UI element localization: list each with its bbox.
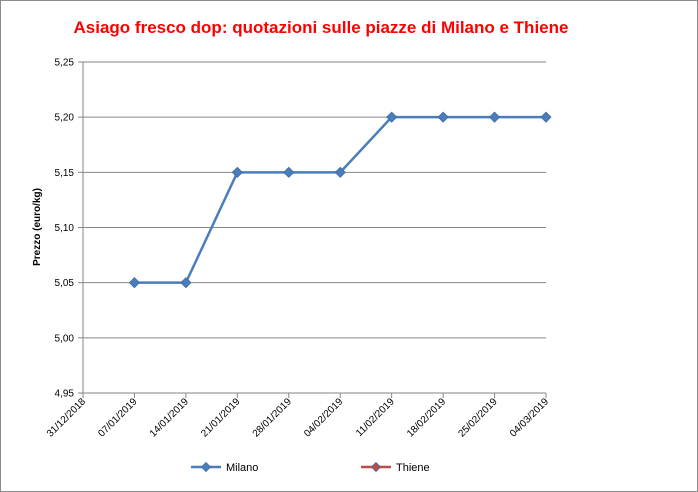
y-axis-ticks: 4,95 5,00 5,05 5,10 5,15 5,20 5,25 xyxy=(55,58,83,400)
x-tick-label: 25/02/2019 xyxy=(456,396,499,439)
x-tick-label: 04/02/2019 xyxy=(302,396,345,439)
series-group xyxy=(128,111,552,289)
data-point-milano xyxy=(488,111,501,123)
y-tick-label: 5,25 xyxy=(55,58,75,69)
legend-marker-thiene xyxy=(370,461,382,473)
y-tick-label: 5,20 xyxy=(55,113,75,124)
data-point-milano xyxy=(334,166,346,178)
x-tick-label: 14/01/2019 xyxy=(148,396,191,439)
data-point-milano xyxy=(540,111,552,123)
data-point-milano xyxy=(437,111,449,123)
x-tick-label: 04/03/2019 xyxy=(508,396,551,439)
legend: Milano Thiene xyxy=(191,461,430,474)
legend-marker-milano xyxy=(200,461,212,473)
x-tick-label: 07/01/2019 xyxy=(96,396,139,439)
series-line-milano xyxy=(134,115,546,284)
x-tick-label: 28/01/2019 xyxy=(251,396,294,439)
legend-label-thiene: Thiene xyxy=(396,462,430,474)
y-tick-label: 5,10 xyxy=(55,223,75,234)
chart-title: Asiago fresco dop: quotazioni sulle piaz… xyxy=(74,18,569,37)
data-point-milano xyxy=(180,277,192,289)
y-tick-label: 5,00 xyxy=(55,333,75,344)
x-tick-label: 31/12/2018 xyxy=(45,396,88,439)
x-tick-label: 18/02/2019 xyxy=(405,396,448,439)
x-axis-ticks: 31/12/2018 07/01/2019 14/01/2019 21/01/2019… xyxy=(45,393,551,440)
y-axis-label: Prezzo (euro/kg) xyxy=(32,188,43,266)
legend-label-milano: Milano xyxy=(226,462,258,474)
data-point-milano xyxy=(386,111,398,123)
gridlines xyxy=(83,61,546,339)
data-point-milano xyxy=(128,277,141,289)
y-tick-label: 5,05 xyxy=(55,278,75,289)
x-tick-label: 11/02/2019 xyxy=(354,396,397,439)
data-point-milano xyxy=(231,166,243,178)
y-tick-label: 4,95 xyxy=(55,389,75,400)
data-point-milano xyxy=(283,166,295,178)
x-tick-label: 21/01/2019 xyxy=(199,396,242,439)
y-tick-label: 5,15 xyxy=(55,168,75,179)
